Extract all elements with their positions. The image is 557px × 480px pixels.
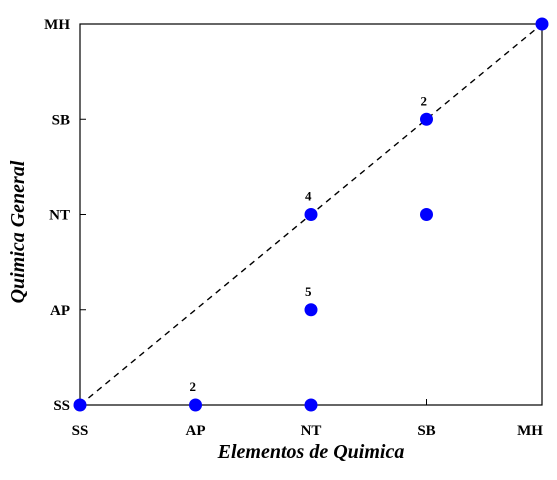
y-tick-label-ap: AP bbox=[50, 303, 70, 319]
x-axis-ticks: SS AP NT SB MH bbox=[72, 399, 543, 439]
x-tick-label-ss: SS bbox=[72, 423, 89, 439]
x-tick-label-mh: MH bbox=[517, 423, 543, 439]
data-point-ss-ss bbox=[73, 398, 87, 412]
point-count-label-ap-ss: 2 bbox=[190, 379, 197, 394]
x-tick-label-nt: NT bbox=[301, 423, 322, 439]
data-point-sb-nt bbox=[420, 208, 433, 221]
y-axis-label: Quimica General bbox=[7, 160, 29, 303]
data-point-nt-ap bbox=[304, 303, 318, 317]
data-point-mh-mh bbox=[535, 17, 549, 31]
data-point-sb-sb bbox=[420, 112, 433, 126]
y-tick-label-mh: MH bbox=[44, 17, 70, 33]
point-count-label-nt-ap: 5 bbox=[305, 284, 312, 299]
point-count-label-sb-sb: 2 bbox=[421, 93, 428, 108]
y-axis-ticks: SS AP NT SB MH bbox=[44, 17, 86, 414]
data-point-nt-nt bbox=[304, 208, 318, 221]
data-point-nt-ss bbox=[304, 398, 318, 412]
x-tick-label-sb: SB bbox=[417, 423, 435, 439]
y-tick-label-ss: SS bbox=[53, 398, 70, 414]
data-point-ap-ss bbox=[189, 398, 202, 412]
y-tick-label-nt: NT bbox=[49, 208, 70, 224]
x-tick-label-ap: AP bbox=[186, 423, 206, 439]
x-axis-label: Elementos de Quimica bbox=[217, 441, 405, 463]
data-points: 2 5 4 2 bbox=[73, 17, 549, 412]
y-tick-label-sb: SB bbox=[52, 112, 70, 128]
point-count-label-nt-nt: 4 bbox=[305, 189, 312, 204]
